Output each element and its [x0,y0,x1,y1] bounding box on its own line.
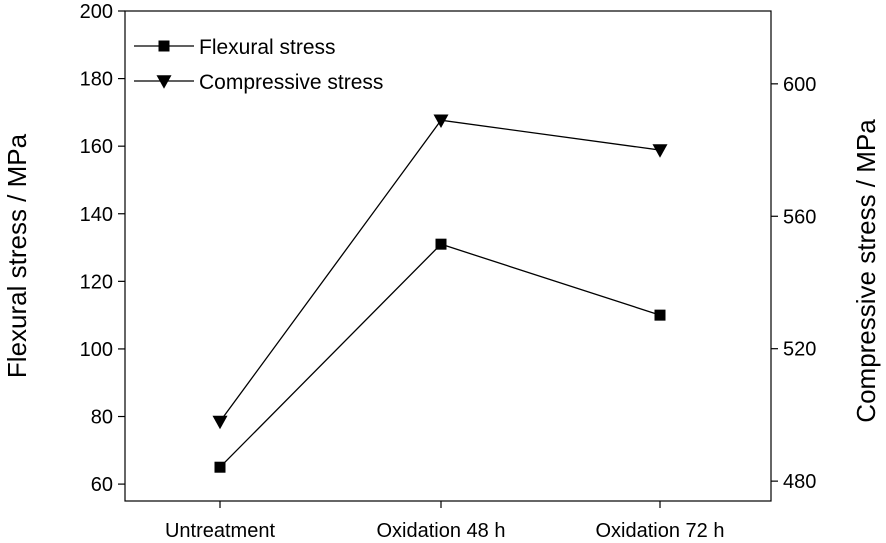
compressive-stress-point [433,114,449,129]
series-markers [212,114,668,473]
compressive-stress-line [219,119,661,422]
x-tick-label: Oxidation 48 h [377,520,506,542]
y-tick-label-left: 160 [80,136,113,158]
x-tick-label: Untreatment [165,520,275,542]
y-tick-label-left: 140 [80,204,113,226]
y-tick-label-right: 480 [783,471,816,493]
y-tick-label-right: 600 [783,74,816,96]
flexural-stress-point [654,309,666,321]
x-tick-label: Oxidation 72 h [596,520,725,542]
flexural-stress-point [214,461,226,473]
left-axis-ticks: 60 80 100 120 140 160 180 200 [80,1,125,496]
legend-marker-compressive-stress [156,75,172,89]
y-axis-title-right: Compressive stress / MPa [851,119,881,423]
y-tick-label-left: 60 [91,474,113,496]
x-axis-ticks: Untreatment Oxidation 48 h Oxidation 72 h [165,501,725,542]
legend: Flexural stress Compressive stress [134,36,383,94]
y-tick-label-right: 560 [783,206,816,228]
plot-frame [124,10,772,502]
right-axis-ticks: 480 520 560 600 [771,74,816,493]
compressive-stress-point [652,144,668,158]
legend-label-flexural-stress: Flexural stress [199,36,336,59]
y-tick-label-right: 520 [783,339,816,361]
series-lines [219,119,661,468]
flexural-stress-point [435,238,447,250]
y-tick-label-left: 200 [80,1,113,23]
y-tick-label-left: 120 [80,271,113,293]
legend-marker-flexural-stress [158,40,170,52]
y-tick-label-left: 100 [80,339,113,361]
flexural-stress-line [219,243,661,468]
y-tick-label-left: 180 [80,69,113,91]
y-axis-title-left: Flexural stress / MPa [2,133,32,378]
y-tick-label-left: 80 [91,407,113,429]
compressive-stress-point [212,415,228,430]
legend-label-compressive-stress: Compressive stress [199,71,383,94]
